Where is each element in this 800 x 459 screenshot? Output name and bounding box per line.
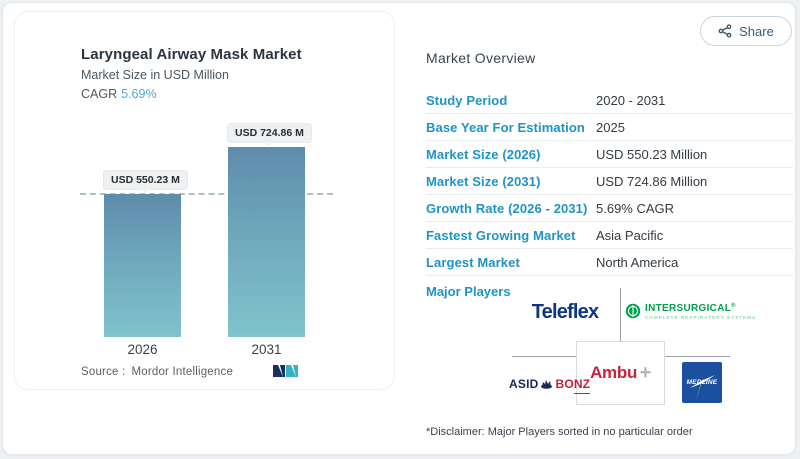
- cagr-label: CAGR: [81, 87, 118, 101]
- chart-cagr-line: CAGR 5.69%: [81, 87, 157, 101]
- medline-star-icon: [690, 364, 715, 401]
- ambu-logo: Ambu: [590, 363, 638, 382]
- row-label: Base Year For Estimation: [426, 119, 585, 135]
- overview-heading: Market Overview: [426, 50, 536, 66]
- share-button[interactable]: Share: [700, 16, 792, 46]
- row-value: Asia Pacific: [596, 227, 664, 243]
- intersurgical-globe-icon: [625, 303, 641, 319]
- players-connector-left: [512, 356, 577, 357]
- row-label: Market Size (2031): [426, 173, 541, 189]
- intersurgical-logo: INTERSURGICAL® COMPLETE RESPIRATORY SYST…: [625, 303, 756, 320]
- disclaimer-text: *Disclaimer: Major Players sorted in no …: [426, 426, 693, 438]
- row-value: 5.69% CAGR: [596, 200, 675, 216]
- axis-label-2026: 2026: [127, 342, 158, 357]
- table-row-fastest-growing-market: Fastest Growing Market Asia Pacific: [426, 222, 793, 249]
- table-row-market-size-2026: Market Size (2026) USD 550.23 Million: [426, 141, 793, 168]
- asid-text: ASID: [509, 377, 539, 391]
- ambu-symbol-icon: ✛: [640, 365, 651, 380]
- cagr-value: 5.69%: [121, 87, 157, 101]
- hedgehog-icon: [541, 380, 553, 389]
- row-value: USD 550.23 Million: [596, 146, 708, 162]
- medline-logo: MEDLINE: [682, 362, 722, 403]
- chart-subtitle: Market Size in USD Million: [81, 68, 229, 82]
- source-value: Mordor Intelligence: [131, 366, 234, 378]
- medline-text: MEDLINE: [686, 379, 718, 386]
- intersurgical-tagline: COMPLETE RESPIRATORY SYSTEMS: [645, 315, 757, 320]
- row-label: Largest Market: [426, 254, 520, 270]
- share-label: Share: [739, 23, 774, 39]
- row-label: Market Size (2026): [426, 146, 541, 162]
- bar-value-label-2031: USD 724.86 M: [228, 123, 311, 146]
- table-row-study-period: Study Period 2020 - 2031: [426, 87, 793, 114]
- bar-2031[interactable]: [228, 147, 305, 337]
- share-icon: [718, 24, 732, 38]
- major-players-label: Major Players: [426, 284, 511, 299]
- chart-panel: [14, 11, 395, 390]
- mordor-intelligence-logo-icon: [273, 365, 298, 377]
- registered-mark: ®: [731, 303, 736, 309]
- row-value: 2025: [596, 119, 625, 135]
- bonz-text: BONZ: [555, 377, 591, 394]
- row-value: 2020 - 2031: [596, 92, 666, 108]
- intersurgical-name: INTERSURGICAL®: [645, 303, 736, 314]
- table-row-base-year: Base Year For Estimation 2025: [426, 114, 793, 141]
- axis-label-2031: 2031: [251, 342, 282, 357]
- report-card: Laryngeal Airway Mask Market Market Size…: [2, 2, 796, 455]
- chart-title: Laryngeal Airway Mask Market: [81, 46, 302, 63]
- overview-table: Study Period 2020 - 2031 Base Year For E…: [426, 87, 793, 276]
- asid-bonz-logo: ASID BONZ: [509, 377, 591, 394]
- ambu-logo-box: Ambu ✛: [576, 341, 665, 405]
- table-row-market-size-2031: Market Size (2031) USD 724.86 Million: [426, 168, 793, 195]
- source-label: Source :: [81, 366, 126, 378]
- teleflex-logo: Teleflex: [531, 301, 599, 323]
- table-row-largest-market: Largest Market North America: [426, 249, 793, 276]
- reference-dashed-line: [80, 193, 333, 195]
- row-label: Fastest Growing Market: [426, 227, 576, 243]
- bar-value-label-2026: USD 550.23 M: [104, 170, 187, 193]
- players-connector-vertical: [620, 288, 621, 342]
- row-value: USD 724.86 Million: [596, 173, 708, 189]
- bar-2026[interactable]: [104, 194, 181, 337]
- players-connector-right: [665, 356, 730, 357]
- table-row-growth-rate: Growth Rate (2026 - 2031) 5.69% CAGR: [426, 195, 793, 222]
- row-label: Growth Rate (2026 - 2031): [426, 200, 588, 216]
- row-value: North America: [596, 254, 679, 270]
- row-label: Study Period: [426, 92, 508, 108]
- source-attribution: Source : Mordor Intelligence: [81, 366, 233, 378]
